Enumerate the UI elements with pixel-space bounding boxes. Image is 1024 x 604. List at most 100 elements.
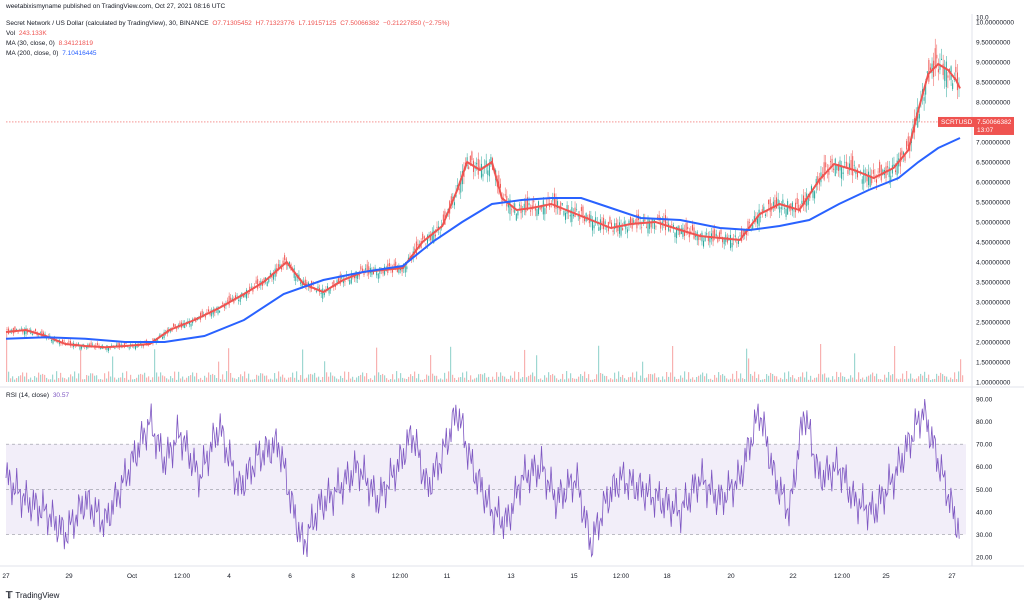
volume-bar	[28, 379, 30, 382]
candle-body	[850, 160, 852, 169]
volume-bar	[764, 378, 766, 382]
candle-body	[917, 107, 919, 128]
candle-body	[842, 172, 844, 175]
volume-bar	[622, 374, 624, 382]
volume-bar	[706, 373, 708, 382]
volume-bar	[742, 378, 744, 382]
candle-body	[279, 264, 281, 268]
volume-bar	[630, 376, 632, 382]
volume-bar	[894, 346, 896, 382]
volume-bar	[874, 376, 876, 382]
volume-bar	[342, 378, 344, 382]
candle-body	[877, 171, 879, 173]
volume-bar	[610, 378, 612, 382]
volume-bar	[658, 377, 660, 382]
volume-bar	[252, 379, 254, 382]
candle-body	[704, 235, 706, 242]
volume-bar	[538, 379, 540, 382]
candle-body	[582, 206, 584, 218]
volume-bar	[444, 372, 446, 382]
candle-body	[298, 274, 300, 278]
candle-body	[373, 270, 375, 275]
volume-bar	[650, 373, 652, 382]
candle-body	[617, 225, 619, 232]
volume-bar	[682, 377, 684, 382]
volume-bar	[332, 375, 334, 382]
volume-bar	[142, 374, 144, 382]
candle-body	[528, 203, 530, 206]
candle-body	[636, 214, 638, 229]
candle-body	[782, 199, 784, 204]
volume-bar	[462, 372, 464, 382]
volume-bar	[136, 377, 138, 382]
candle-body	[230, 297, 232, 301]
price-axis-label: 10.00000000	[976, 20, 1014, 27]
candle-body	[577, 216, 579, 217]
candle-body	[244, 292, 246, 297]
volume-bar	[370, 378, 372, 382]
candle-body	[660, 221, 662, 229]
candle-body	[768, 200, 770, 205]
candle-body	[856, 169, 858, 178]
candle-body	[92, 344, 94, 346]
volume-bar	[8, 371, 10, 382]
volume-bar	[248, 373, 250, 382]
volume-bar	[254, 379, 256, 382]
volume-bar	[106, 378, 108, 382]
candle-body	[611, 222, 613, 228]
candle-body	[871, 176, 873, 184]
volume-bar	[628, 377, 630, 382]
volume-bar	[214, 375, 216, 382]
volume-bar	[166, 378, 168, 382]
candle-body	[687, 226, 689, 230]
candle-body	[918, 114, 920, 119]
volume-bar	[390, 379, 392, 382]
volume-bar	[230, 372, 232, 382]
volume-bar	[460, 377, 462, 382]
volume-bar	[386, 378, 388, 382]
volume-bar	[468, 379, 470, 382]
price-axis-label: 1.50000000	[976, 360, 1011, 367]
volume-bar	[850, 375, 852, 382]
volume-bar	[438, 379, 440, 382]
volume-bar	[514, 371, 516, 382]
volume-bar	[78, 373, 80, 382]
volume-bar	[190, 375, 192, 382]
candle-body	[85, 346, 87, 348]
candle-body	[569, 215, 571, 217]
candle-body	[239, 295, 241, 302]
candle-body	[901, 150, 903, 155]
candle-body	[849, 163, 851, 171]
candle-body	[676, 226, 678, 239]
tradingview-footer[interactable]: 𝕋 TradingView	[6, 590, 59, 601]
candle-body	[139, 343, 141, 344]
volume-bar	[770, 372, 772, 382]
candle-body	[135, 343, 137, 350]
volume-bar	[398, 378, 400, 382]
candle-body	[406, 266, 408, 270]
volume-bar	[892, 374, 894, 382]
volume-bar	[836, 371, 838, 382]
candle-body	[684, 229, 686, 236]
candle-body	[377, 273, 379, 279]
candle-body	[628, 220, 630, 226]
candle-body	[833, 168, 835, 170]
volume-bar	[420, 379, 422, 382]
volume-bar	[48, 379, 50, 382]
volume-bar	[414, 371, 416, 382]
volume-bar	[402, 377, 404, 382]
volume-bar	[240, 374, 242, 382]
candle-body	[630, 216, 632, 223]
time-axis-label: 8	[351, 573, 355, 580]
time-axis-label: Oct	[127, 573, 137, 580]
candle-body	[487, 170, 489, 176]
price-axis-label: 9.00000000	[976, 60, 1011, 67]
volume-bar	[902, 373, 904, 382]
candle-body	[715, 233, 717, 237]
volume-bar	[634, 377, 636, 382]
candle-body	[598, 227, 600, 231]
price-axis-label: 5.50000000	[976, 200, 1011, 207]
volume-bar	[906, 371, 908, 382]
volume-bar	[676, 379, 678, 382]
